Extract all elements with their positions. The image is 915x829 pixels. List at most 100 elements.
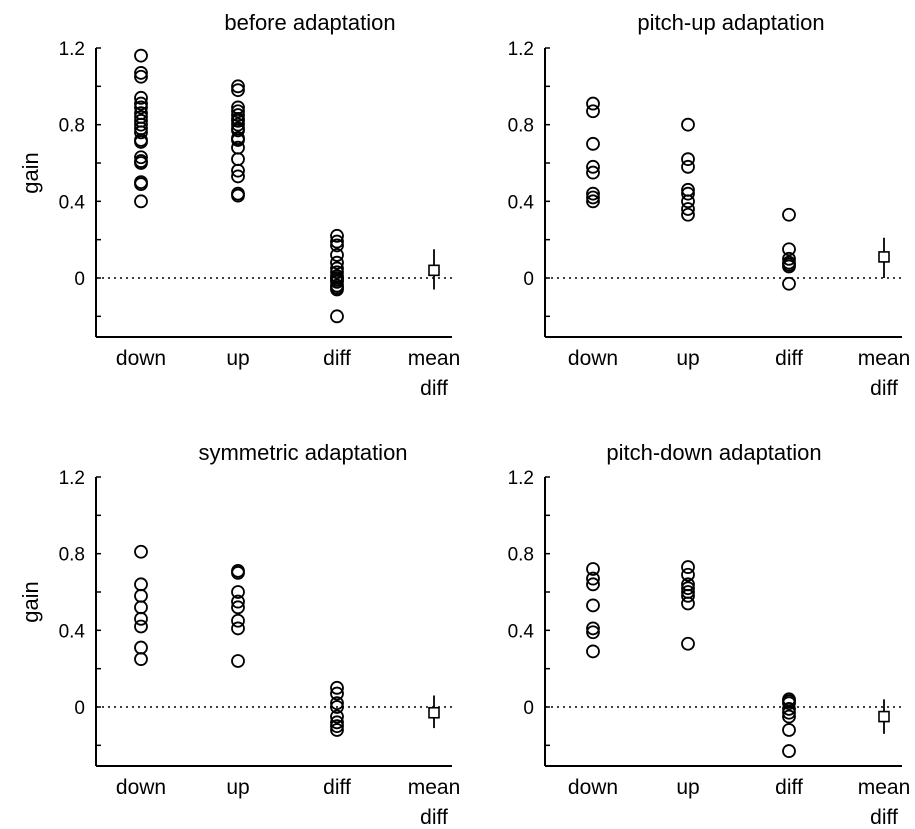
x-category-label: diff bbox=[323, 776, 351, 799]
data-point bbox=[231, 654, 245, 668]
data-point bbox=[681, 152, 695, 167]
data-point bbox=[134, 117, 148, 132]
data-point bbox=[782, 696, 796, 711]
x-category-label: mean bbox=[858, 347, 911, 370]
data-point bbox=[681, 588, 695, 603]
data-point bbox=[134, 66, 148, 80]
data-point bbox=[231, 108, 245, 122]
data-point bbox=[681, 596, 695, 611]
y-tick-label: 1.2 bbox=[508, 468, 534, 489]
y-tick-label: 0.4 bbox=[59, 621, 86, 642]
data-point bbox=[231, 113, 245, 128]
data-point bbox=[231, 152, 245, 167]
data-point bbox=[134, 619, 148, 634]
data-point bbox=[782, 705, 796, 720]
chart-panel-2: 0 0.4 0.8 1.2 pitch-up adaptation down up diff m… bbox=[508, 10, 911, 400]
data-point bbox=[231, 600, 245, 615]
data-point bbox=[134, 125, 148, 140]
x-category-label: diff bbox=[775, 776, 803, 799]
data-point bbox=[782, 207, 796, 222]
data-point bbox=[586, 598, 600, 613]
x-category-label: diff bbox=[420, 377, 448, 400]
x-category-label: down bbox=[568, 347, 618, 370]
mean-diff-marker bbox=[878, 251, 890, 263]
data-point bbox=[231, 613, 245, 628]
data-point bbox=[586, 136, 600, 151]
chart-panel-3: 0 0.4 0.8 1.2 symmetric adaptation gain down up… bbox=[18, 440, 460, 829]
chart-panel-4: 0 0.4 0.8 1.2 pitch-down adaptation down up dif… bbox=[508, 440, 911, 829]
data-point bbox=[134, 100, 148, 115]
data-point bbox=[330, 723, 344, 737]
data-point bbox=[681, 207, 695, 222]
data-point bbox=[134, 96, 148, 111]
data-point bbox=[134, 652, 148, 666]
data-point bbox=[586, 96, 600, 111]
y-tick-label: 0.8 bbox=[508, 116, 534, 137]
x-category-label: mean bbox=[408, 347, 461, 370]
x-category-label: up bbox=[226, 776, 249, 799]
mean-diff-marker bbox=[428, 706, 440, 719]
chart-title: symmetric adaptation bbox=[198, 440, 407, 465]
data-point bbox=[586, 621, 600, 636]
data-point bbox=[681, 117, 695, 132]
data-point bbox=[586, 194, 600, 209]
y-axis-label: gain bbox=[18, 152, 43, 194]
mean-diff-marker bbox=[878, 710, 890, 723]
data-point bbox=[330, 696, 344, 711]
data-point bbox=[681, 560, 695, 574]
data-point bbox=[231, 83, 245, 98]
data-point bbox=[782, 259, 796, 274]
x-category-label: mean bbox=[408, 776, 461, 799]
data-point bbox=[134, 577, 148, 592]
x-category-label: up bbox=[676, 776, 699, 799]
data-point bbox=[134, 69, 148, 84]
x-category-label: diff bbox=[323, 347, 351, 370]
data-point bbox=[134, 48, 148, 63]
data-point bbox=[586, 186, 600, 201]
data-point bbox=[681, 581, 695, 596]
data-point bbox=[330, 680, 344, 695]
x-category-label: diff bbox=[870, 377, 898, 400]
data-point bbox=[231, 133, 245, 147]
data-point bbox=[330, 265, 344, 280]
y-tick-label: 0 bbox=[74, 269, 85, 290]
data-point bbox=[681, 567, 695, 582]
y-tick-label: 0 bbox=[523, 269, 534, 290]
data-point bbox=[330, 274, 344, 289]
y-tick-label: 0.8 bbox=[59, 545, 85, 566]
data-point bbox=[586, 644, 600, 659]
data-point bbox=[586, 190, 600, 205]
data-point bbox=[330, 715, 344, 730]
x-category-label: up bbox=[676, 347, 699, 370]
data-point bbox=[330, 228, 344, 243]
data-point bbox=[231, 169, 245, 184]
data-point bbox=[586, 571, 600, 586]
data-point bbox=[330, 234, 344, 249]
y-tick-label: 1.2 bbox=[59, 468, 85, 489]
data-point bbox=[330, 309, 344, 324]
data-point bbox=[330, 719, 344, 734]
data-point bbox=[586, 159, 600, 174]
data-point bbox=[231, 594, 245, 609]
data-point bbox=[134, 150, 148, 165]
data-point bbox=[330, 709, 344, 724]
data-point bbox=[231, 104, 245, 119]
data-point bbox=[330, 282, 344, 297]
data-point bbox=[782, 251, 796, 266]
y-tick-label: 0.4 bbox=[59, 192, 86, 213]
data-point bbox=[231, 117, 245, 132]
data-point bbox=[134, 156, 148, 170]
data-point bbox=[782, 276, 796, 291]
data-point bbox=[134, 544, 148, 559]
chart-title: pitch-up adaptation bbox=[637, 10, 824, 35]
data-point bbox=[134, 177, 148, 191]
data-point bbox=[134, 611, 148, 626]
data-point bbox=[231, 163, 245, 178]
data-point bbox=[231, 621, 245, 636]
x-category-label: down bbox=[116, 347, 166, 370]
data-point bbox=[681, 186, 695, 201]
y-tick-label: 1.2 bbox=[59, 39, 85, 60]
y-tick-label: 0 bbox=[523, 698, 534, 719]
data-point bbox=[681, 159, 695, 174]
